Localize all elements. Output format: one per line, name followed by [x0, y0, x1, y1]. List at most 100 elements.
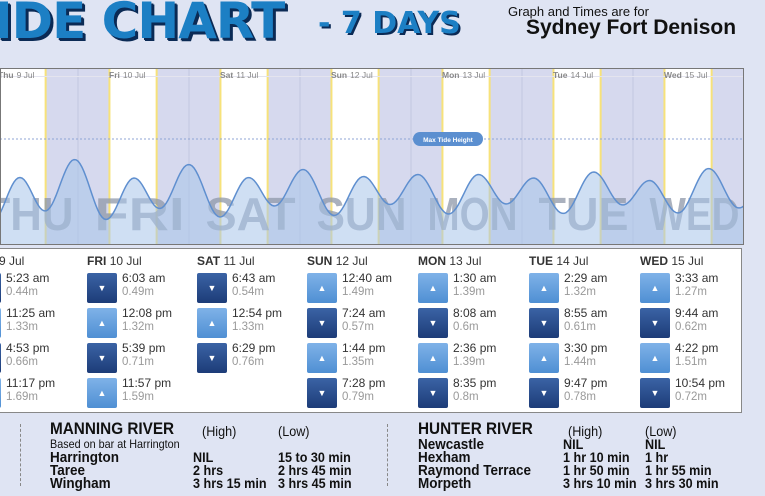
tide-entry: ▲ 2:36 pm 1.39m	[418, 341, 528, 375]
chevron-up-icon: ▲	[529, 343, 559, 373]
tide-height: 0.72m	[675, 391, 707, 403]
tide-height: 0.71m	[122, 356, 154, 368]
tide-height: 1.27m	[675, 286, 707, 298]
tide-entry: ▼ 8:55 am 0.61m	[529, 306, 639, 340]
tide-height: 0.44m	[6, 286, 38, 298]
high-header: (High)	[202, 423, 237, 439]
chevron-up-icon: ▲	[87, 378, 117, 408]
river-title: MANNING RIVER	[50, 419, 175, 438]
chevron-down-icon: ▼	[307, 308, 337, 338]
tide-entry: ▲ 11:17 pm1.69m	[0, 376, 81, 410]
chevron-down-icon: ▼	[529, 378, 559, 408]
low-offset: NIL	[645, 436, 666, 452]
chevron-down-icon: ▼	[197, 343, 227, 373]
max-tide-label: Max Tide Height	[423, 137, 474, 144]
day-header: TUE 14 Jul	[529, 253, 639, 271]
low-header: (Low)	[645, 423, 677, 439]
tide-day-column: SAT 11 Jul ▼ 6:43 am 0.54m ▲ 12:54 pm 1.33m ▼ 6:…	[197, 253, 307, 376]
chevron-down-icon: ▼	[0, 273, 1, 303]
tide-time: 5:23 am	[6, 271, 50, 285]
day-of-week: WED	[640, 254, 668, 268]
tide-height: 1.39m	[453, 286, 485, 298]
day-label: Tue 14 Jul	[553, 70, 593, 80]
tide-entry: ▼ 8:08 am 0.6m	[418, 306, 528, 340]
tide-height: 0.54m	[232, 286, 264, 298]
day-date: 11 Jul	[223, 254, 255, 268]
tide-height: 0.79m	[342, 391, 374, 403]
tide-time: 3:30 pm	[564, 341, 608, 355]
tide-entry: ▲ 1:30 am 1.39m	[418, 271, 528, 305]
tide-height: 1.32m	[122, 321, 154, 333]
tide-entry: ▼ 9:44 am 0.62m	[640, 306, 750, 340]
low-offset: 3 hrs 30 min	[645, 475, 719, 491]
tide-time: 12:08 pm	[122, 306, 173, 320]
low-offset: 3 hrs 45 min	[278, 475, 352, 491]
tide-curve	[0, 158, 744, 221]
tide-time: 12:40 am	[342, 271, 393, 285]
tide-time: 10:54 pm	[675, 376, 726, 390]
tide-entry: ▲ 11:57 pm 1.59m	[87, 376, 197, 410]
high-offset: 3 hrs 10 min	[563, 475, 637, 491]
tide-entry: ▲ 12:40 am 1.49m	[307, 271, 417, 305]
low-offset: 2 hrs 45 min	[278, 462, 352, 478]
chevron-down-icon: ▼	[197, 273, 227, 303]
chevron-down-icon: ▼	[640, 308, 670, 338]
tide-time: 2:36 pm	[453, 341, 497, 355]
max-tide-badge	[413, 132, 483, 146]
chevron-down-icon: ▼	[418, 308, 448, 338]
tide-height: 1.39m	[453, 356, 485, 368]
tide-day-column: WED 15 Jul ▲ 3:33 am 1.27m ▼ 9:44 am 0.62m ▲ 4:2…	[640, 253, 750, 411]
tide-times-table: 9 Jul▼5:23 am0.44m▲11:25 am1.33m▼4:53 pm…	[0, 248, 742, 413]
river-note: Based on bar at Harrington	[50, 437, 180, 451]
low-header: (Low)	[278, 423, 310, 439]
tide-time: 4:53 pm	[6, 341, 50, 355]
tide-time: 8:35 pm	[453, 376, 497, 390]
river-place: Wingham	[50, 475, 111, 492]
chevron-down-icon: ▼	[307, 378, 337, 408]
tide-height: 1.59m	[122, 391, 154, 403]
tide-time: 12:54 pm	[232, 306, 283, 320]
tide-entry: ▼ 4:53 pm0.66m	[0, 341, 81, 375]
chevron-down-icon: ▼	[640, 378, 670, 408]
day-date: 9 Jul	[0, 254, 25, 268]
chevron-down-icon: ▼	[418, 378, 448, 408]
tide-height: 1.69m	[6, 391, 38, 403]
chevron-up-icon: ▲	[197, 308, 227, 338]
river-offsets: MANNING RIVER (High) (Low) Based on bar at …	[0, 414, 765, 496]
chevron-up-icon: ▲	[640, 343, 670, 373]
tide-day-column: TUE 14 Jul ▲ 2:29 am 1.32m ▼ 8:55 am 0.61m ▲ 3:3…	[529, 253, 639, 411]
tide-time: 9:47 pm	[564, 376, 608, 390]
tide-time: 9:44 am	[675, 306, 719, 320]
tide-height: 0.66m	[6, 356, 38, 368]
day-date: 15 Jul	[671, 254, 704, 268]
high-offset: NIL	[193, 449, 214, 465]
tide-height: 1.35m	[342, 356, 374, 368]
river-title: HUNTER RIVER	[418, 419, 533, 438]
tide-entry: ▼ 7:28 pm 0.79m	[307, 376, 417, 410]
chevron-down-icon: ▼	[87, 343, 117, 373]
day-header: SUN 12 Jul	[307, 253, 417, 271]
day-label: Sun 12 Jul	[331, 70, 373, 80]
day-of-week: MON	[418, 254, 446, 268]
tide-height: 0.8m	[453, 391, 479, 403]
tide-entry: ▲ 1:44 pm 1.35m	[307, 341, 417, 375]
page-subtitle: - 7 DAYS	[318, 6, 461, 41]
tide-height: 0.62m	[675, 321, 707, 333]
tide-entry: ▼ 6:43 am 0.54m	[197, 271, 307, 305]
high-header: (High)	[568, 423, 603, 439]
tide-height: 1.33m	[232, 321, 264, 333]
tide-time: 7:28 pm	[342, 376, 386, 390]
high-offset: 2 hrs	[193, 462, 224, 478]
river-place: Harrington	[50, 449, 120, 466]
river-place: Raymond Terrace	[418, 462, 532, 479]
tide-day-column: FRI 10 Jul ▼ 6:03 am 0.49m ▲ 12:08 pm 1.32m ▼ 5:…	[87, 253, 197, 411]
tide-entry: ▼ 8:35 pm 0.8m	[418, 376, 528, 410]
chevron-down-icon: ▼	[0, 343, 1, 373]
location-name: Sydney Fort Denison	[526, 16, 737, 39]
plot-border	[0, 68, 744, 245]
tide-time: 7:24 am	[342, 306, 386, 320]
day-header: FRI 10 Jul	[87, 253, 197, 271]
tide-entry: ▼ 6:03 am 0.49m	[87, 271, 197, 305]
day-date: 14 Jul	[556, 254, 589, 268]
day-date: 12 Jul	[335, 254, 368, 268]
